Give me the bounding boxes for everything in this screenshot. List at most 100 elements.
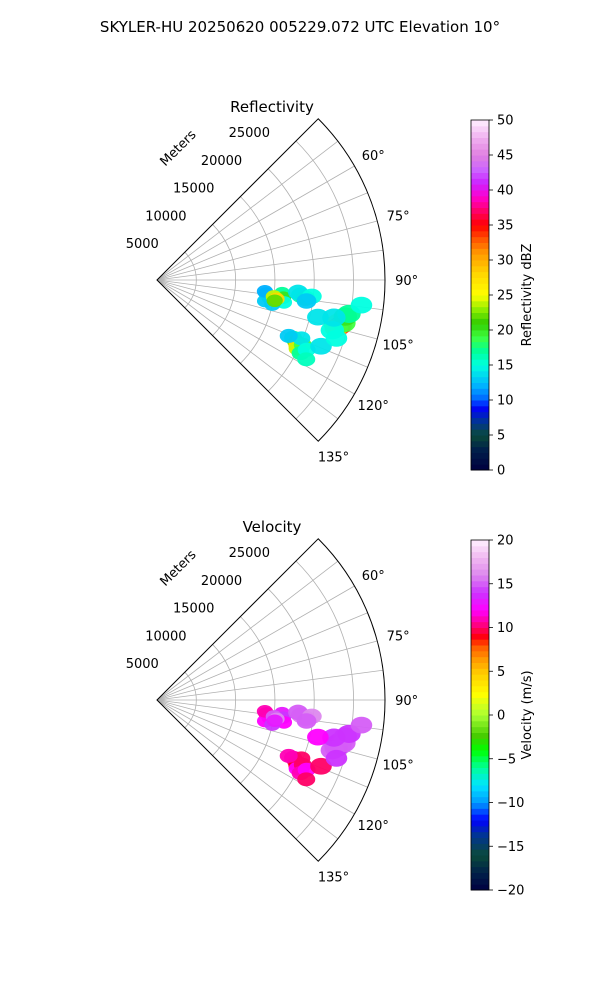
colorbar-tick-label: 50	[497, 114, 514, 129]
azimuth-gridline	[156, 699, 368, 788]
range-tick-label: 20000	[201, 154, 242, 169]
colorbar-segment	[471, 627, 489, 634]
colorbar-segment	[471, 353, 489, 360]
azimuth-gridline	[156, 699, 339, 840]
echo-cell	[279, 748, 298, 763]
azimuth-gridline	[156, 279, 368, 368]
colorbar-segment	[471, 761, 489, 768]
colorbar-segment	[471, 440, 489, 448]
colorbar-segment	[471, 195, 489, 203]
colorbar-segment	[471, 860, 489, 868]
colorbar-segment	[471, 878, 489, 885]
range-tick-label: 10000	[145, 629, 186, 644]
colorbar-tick-label: 40	[497, 184, 514, 199]
colorbar-segment	[471, 767, 489, 774]
colorbar-segment	[471, 213, 489, 220]
colorbar-segment	[471, 843, 489, 850]
colorbar-segment	[471, 645, 489, 652]
colorbar-segment	[471, 685, 489, 693]
colorbar-segment	[471, 207, 489, 214]
colorbar-segment	[471, 621, 489, 628]
colorbar-segment	[471, 855, 489, 862]
colorbar-segment	[471, 633, 489, 640]
range-tick-label: 5000	[126, 237, 159, 252]
colorbar-tick-label: −15	[497, 840, 524, 855]
echo-cell	[297, 352, 316, 367]
colorbar-segment	[471, 405, 489, 413]
colorbar-tick-label: −20	[497, 884, 524, 899]
colorbar-segment	[471, 178, 489, 185]
azimuth-gridline	[156, 165, 355, 281]
colorbar-segment	[471, 662, 489, 669]
colorbar-segment	[471, 668, 489, 675]
colorbar-segment	[471, 382, 489, 389]
sector-outline	[156, 118, 386, 442]
colorbar-segment	[471, 359, 489, 366]
colorbar-segment	[471, 347, 489, 354]
colorbar-segment	[471, 557, 489, 564]
colorbar-segment	[471, 545, 489, 553]
colorbar-tick-label: 0	[497, 464, 505, 479]
colorbar-segment	[471, 802, 489, 809]
reflectivity-panel: Reflectivity 5000 10000 15000 20000 25000 Mete…	[126, 98, 535, 479]
colorbar-segment	[471, 330, 489, 337]
colorbar-segment	[471, 738, 489, 745]
echo-cell	[307, 308, 329, 326]
colorbar-segment	[471, 429, 489, 436]
colorbar-segment	[471, 691, 489, 698]
echo-cell	[279, 328, 298, 343]
colorbar-segment	[471, 341, 489, 348]
colorbar-segment	[471, 219, 489, 226]
colorbar-segment	[471, 732, 489, 739]
colorbar-segment	[471, 697, 489, 704]
azimuth-gridline	[156, 699, 355, 815]
colorbar-segment	[471, 773, 489, 780]
azimuth-tick-label: 75°	[387, 629, 410, 644]
colorbar-segment	[471, 680, 489, 687]
azimuth-tick-label: 135°	[318, 871, 349, 886]
colorbar-segment	[471, 720, 489, 728]
colorbar-segment	[471, 755, 489, 763]
velocity-panel: Velocity 5000 10000 15000 20000 25000 Meters 60…	[126, 518, 535, 899]
colorbar-segment	[471, 289, 489, 296]
colorbar-segment	[471, 656, 489, 663]
colorbar-tick-label: 35	[497, 219, 514, 234]
echo-cell	[325, 329, 348, 347]
colorbar-segment	[471, 884, 489, 891]
colorbar-segment	[471, 639, 489, 646]
colorbar-tick-label: 15	[497, 359, 514, 374]
colorbar-segment	[471, 458, 489, 465]
azimuth-gridline	[156, 585, 355, 701]
azimuth-gridline	[156, 279, 339, 420]
colorbar-segment	[471, 149, 489, 156]
colorbar-segment	[471, 825, 489, 833]
colorbar-tick-label: 30	[497, 254, 514, 269]
azimuth-gridline	[156, 192, 368, 281]
colorbar-segment	[471, 260, 489, 267]
colorbar-segment	[471, 446, 489, 453]
azimuth-tick-label: 75°	[387, 209, 410, 224]
range-tick-label: 15000	[173, 602, 214, 617]
colorbar-tick-label: 5	[497, 429, 505, 444]
range-tick-label: 25000	[229, 126, 270, 141]
colorbar-segment	[471, 785, 489, 792]
echo-cell	[266, 714, 283, 728]
colorbar-segment	[471, 248, 489, 255]
colorbar-segment	[471, 872, 489, 879]
colorbar-segment	[471, 779, 489, 786]
colorbar-segment	[471, 365, 489, 372]
colorbar-segment	[471, 230, 489, 238]
echo-cell	[297, 772, 316, 787]
colorbar-segment	[471, 592, 489, 599]
colorbar-segment	[471, 569, 489, 576]
colorbar-segment	[471, 604, 489, 611]
colorbar-segment	[471, 435, 489, 442]
colorbar-tick-label: 20	[497, 534, 514, 549]
colorbar-segment	[471, 376, 489, 383]
colorbar-segment	[471, 318, 489, 325]
colorbar-segment	[471, 295, 489, 302]
colorbar-segment	[471, 388, 489, 395]
echo-cell	[322, 308, 346, 327]
azimuth-tick-label: 60°	[362, 149, 385, 164]
